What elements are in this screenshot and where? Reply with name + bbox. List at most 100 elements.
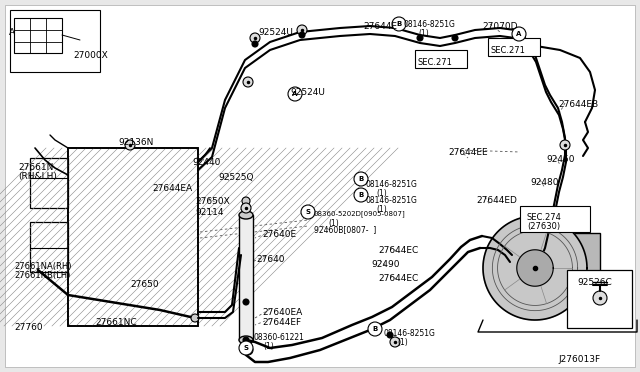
- Circle shape: [368, 322, 382, 336]
- Text: A: A: [9, 28, 15, 37]
- Circle shape: [239, 341, 253, 355]
- Text: 27650: 27650: [130, 280, 159, 289]
- Circle shape: [250, 33, 260, 43]
- Bar: [68, 148, 198, 326]
- Text: 27650X: 27650X: [195, 197, 230, 206]
- Text: 27644EF: 27644EF: [262, 318, 301, 327]
- Text: 27661NB(LH): 27661NB(LH): [14, 271, 70, 280]
- Text: B: B: [396, 21, 402, 27]
- Text: S: S: [243, 345, 248, 351]
- Text: 08146-8251G: 08146-8251G: [384, 329, 436, 338]
- Circle shape: [593, 291, 607, 305]
- Bar: [567, 270, 632, 328]
- Text: 92526C: 92526C: [577, 278, 612, 287]
- Text: (1): (1): [263, 342, 274, 351]
- Text: A: A: [292, 91, 298, 97]
- Text: B: B: [358, 192, 364, 198]
- Circle shape: [243, 299, 249, 305]
- Bar: [520, 206, 590, 232]
- Circle shape: [252, 41, 258, 47]
- Text: 27644ED: 27644ED: [476, 196, 517, 205]
- Bar: [488, 38, 540, 56]
- Circle shape: [242, 197, 250, 205]
- Text: 92490: 92490: [371, 260, 399, 269]
- Text: S: S: [305, 209, 310, 215]
- Circle shape: [243, 337, 249, 343]
- Text: (RH&LH): (RH&LH): [18, 172, 57, 181]
- Text: A: A: [516, 31, 522, 37]
- Circle shape: [242, 346, 250, 354]
- Text: (1): (1): [376, 189, 387, 198]
- Text: 27000X: 27000X: [73, 51, 108, 60]
- Text: 08146-8251G: 08146-8251G: [366, 180, 418, 189]
- Bar: [14, 18, 62, 53]
- Text: 92525Q: 92525Q: [218, 173, 253, 182]
- Text: SEC.271: SEC.271: [418, 58, 453, 67]
- Circle shape: [191, 314, 199, 322]
- Circle shape: [243, 345, 253, 355]
- Circle shape: [417, 35, 423, 41]
- Text: 92524U: 92524U: [290, 88, 325, 97]
- Text: 92460B[0807-  ]: 92460B[0807- ]: [314, 225, 376, 234]
- Polygon shape: [517, 250, 553, 286]
- Text: 27644E: 27644E: [363, 22, 397, 31]
- Text: 27640EA: 27640EA: [262, 308, 302, 317]
- Text: 27644EA: 27644EA: [152, 184, 192, 193]
- Bar: [415, 50, 467, 68]
- Circle shape: [390, 337, 400, 347]
- Text: 92524U: 92524U: [258, 28, 293, 37]
- Text: B: B: [372, 326, 378, 332]
- Text: 27640: 27640: [256, 255, 285, 264]
- Text: 27644EE: 27644EE: [448, 148, 488, 157]
- Circle shape: [560, 140, 570, 150]
- Text: 08146-8251G: 08146-8251G: [404, 20, 456, 29]
- Text: 27644EC: 27644EC: [378, 246, 419, 255]
- Text: 27760: 27760: [14, 323, 43, 332]
- Text: (1): (1): [418, 29, 429, 38]
- Bar: [239, 215, 253, 340]
- Bar: [555, 233, 600, 303]
- Circle shape: [392, 17, 406, 31]
- Text: SEC.274: SEC.274: [527, 213, 562, 222]
- Text: (27630): (27630): [527, 222, 560, 231]
- Circle shape: [288, 87, 302, 101]
- Text: 08360-61221: 08360-61221: [253, 333, 304, 342]
- Text: B: B: [358, 176, 364, 182]
- Text: 27661NA(RH): 27661NA(RH): [14, 262, 72, 271]
- Text: 27644EB: 27644EB: [558, 100, 598, 109]
- Bar: [30, 222, 68, 272]
- Text: 92114: 92114: [195, 208, 223, 217]
- Circle shape: [452, 35, 458, 41]
- Text: 08360-5202D[0905-0807]: 08360-5202D[0905-0807]: [314, 210, 406, 217]
- Circle shape: [301, 205, 315, 219]
- Text: J276013F: J276013F: [558, 355, 600, 364]
- Circle shape: [354, 172, 368, 186]
- Ellipse shape: [239, 336, 253, 344]
- Ellipse shape: [239, 211, 253, 219]
- Bar: [30, 158, 68, 208]
- Circle shape: [125, 140, 135, 150]
- Circle shape: [512, 27, 526, 41]
- Text: 08146-8251G: 08146-8251G: [366, 196, 418, 205]
- Text: (1): (1): [397, 338, 408, 347]
- Text: 92136N: 92136N: [118, 138, 154, 147]
- Text: SEC.271: SEC.271: [491, 46, 526, 55]
- Text: 27644EC: 27644EC: [378, 274, 419, 283]
- Bar: [10, 10, 100, 72]
- Polygon shape: [483, 216, 587, 320]
- Text: (1): (1): [328, 219, 339, 228]
- Text: 92450: 92450: [546, 155, 575, 164]
- Text: 92480: 92480: [530, 178, 559, 187]
- Text: 27070D: 27070D: [482, 22, 518, 31]
- Circle shape: [354, 188, 368, 202]
- Circle shape: [297, 25, 307, 35]
- Circle shape: [299, 32, 305, 38]
- Text: 27661NC: 27661NC: [95, 318, 136, 327]
- Text: 27640E: 27640E: [262, 230, 296, 239]
- Text: (1): (1): [376, 205, 387, 214]
- Text: 27661N: 27661N: [18, 163, 53, 172]
- Bar: [68, 148, 198, 326]
- Circle shape: [243, 77, 253, 87]
- Circle shape: [241, 203, 251, 213]
- Circle shape: [387, 332, 393, 338]
